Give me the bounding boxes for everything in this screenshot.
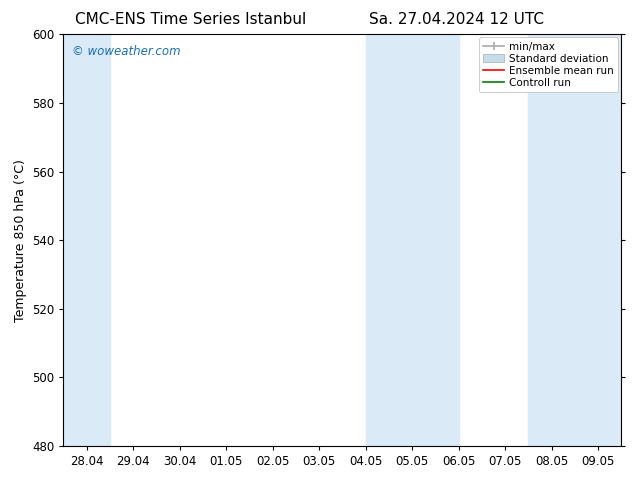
Text: Sa. 27.04.2024 12 UTC: Sa. 27.04.2024 12 UTC <box>369 12 544 27</box>
Text: © woweather.com: © woweather.com <box>72 45 181 58</box>
Bar <box>63 34 110 446</box>
Bar <box>528 34 621 446</box>
Legend: min/max, Standard deviation, Ensemble mean run, Controll run: min/max, Standard deviation, Ensemble me… <box>479 37 618 92</box>
Text: CMC-ENS Time Series Istanbul: CMC-ENS Time Series Istanbul <box>75 12 306 27</box>
Bar <box>366 34 458 446</box>
Y-axis label: Temperature 850 hPa (°C): Temperature 850 hPa (°C) <box>13 159 27 321</box>
